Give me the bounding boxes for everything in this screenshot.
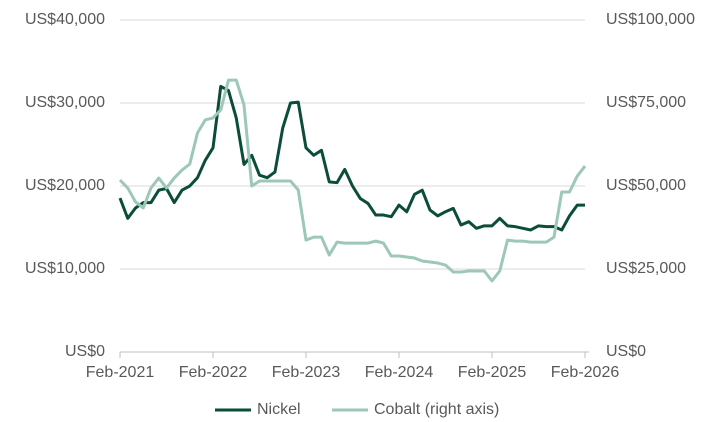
legend-label: Nickel bbox=[257, 401, 301, 418]
x-tick-label: Feb-2024 bbox=[365, 364, 434, 381]
y2-tick-label: US$0 bbox=[606, 343, 646, 360]
x-tick-label: Feb-2026 bbox=[551, 364, 620, 381]
y2-tick-label: US$100,000 bbox=[606, 11, 695, 28]
series-line bbox=[118, 84, 585, 232]
x-tick-label: Feb-2021 bbox=[86, 364, 155, 381]
y2-tick-label: US$75,000 bbox=[606, 94, 686, 111]
y-tick-label: US$40,000 bbox=[25, 11, 105, 28]
y-tick-label: US$20,000 bbox=[25, 177, 105, 194]
y-tick-label: US$0 bbox=[65, 343, 105, 360]
legend-label: Cobalt (right axis) bbox=[374, 401, 499, 418]
series-line bbox=[118, 78, 587, 283]
x-tick-label: Feb-2023 bbox=[272, 364, 341, 381]
y-tick-label: US$30,000 bbox=[25, 94, 105, 111]
y2-tick-label: US$50,000 bbox=[606, 177, 686, 194]
x-tick-label: Feb-2022 bbox=[179, 364, 248, 381]
x-tick-label: Feb-2025 bbox=[458, 364, 527, 381]
y2-tick-label: US$25,000 bbox=[606, 260, 686, 277]
y-tick-label: US$10,000 bbox=[25, 260, 105, 277]
